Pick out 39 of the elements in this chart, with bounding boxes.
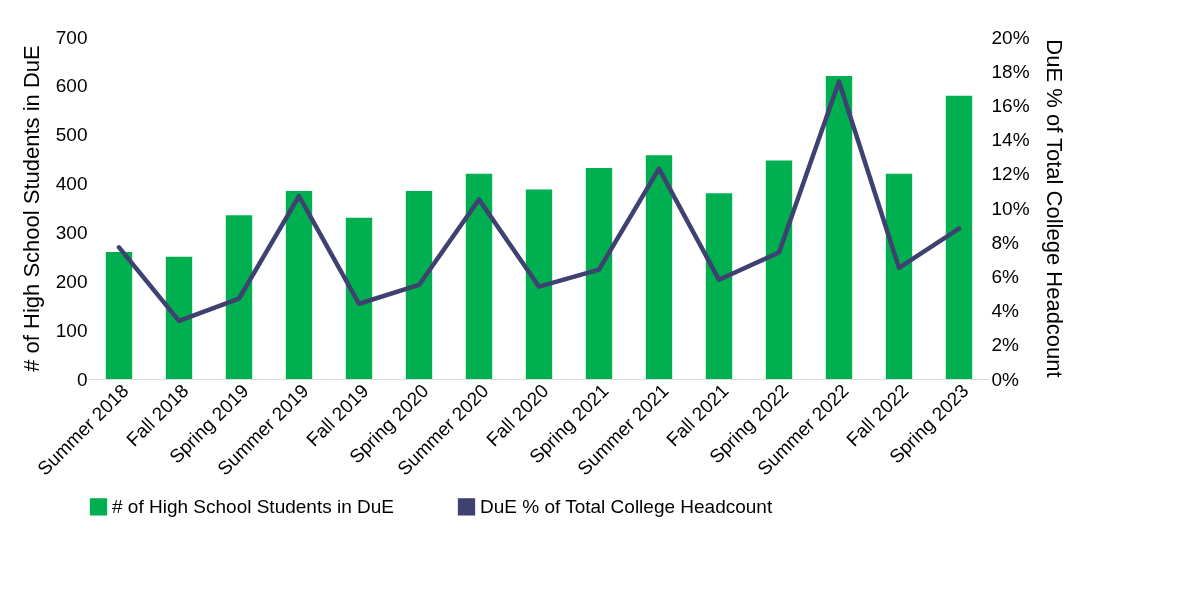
bar bbox=[405, 190, 433, 379]
y2-tick-label: 2% bbox=[991, 334, 1020, 356]
y-tick-label: 600 bbox=[55, 75, 88, 97]
y2-tick-label: 14% bbox=[991, 129, 1030, 151]
y2-tick-label: 12% bbox=[991, 163, 1030, 185]
y2-tick-label: 16% bbox=[991, 94, 1030, 116]
bar bbox=[585, 167, 613, 379]
bar bbox=[765, 160, 793, 379]
y-tick-label: 100 bbox=[55, 319, 88, 341]
y-tick-label: 300 bbox=[55, 221, 88, 243]
line-series bbox=[116, 79, 962, 324]
y2-tick-label: 10% bbox=[991, 197, 1030, 219]
y-tick-label: 200 bbox=[55, 270, 88, 292]
y-tick-label: 700 bbox=[55, 26, 88, 48]
bar bbox=[345, 217, 373, 379]
bar bbox=[165, 256, 193, 379]
y2-tick-label: 6% bbox=[991, 265, 1020, 287]
y-tick-label: 500 bbox=[55, 124, 88, 146]
bar bbox=[645, 155, 673, 379]
y-tick-label: 0 bbox=[76, 368, 88, 390]
bar bbox=[825, 76, 853, 379]
y-tick-label: 400 bbox=[55, 173, 88, 195]
y2-tick-label: 20% bbox=[991, 26, 1030, 48]
bar bbox=[945, 95, 973, 379]
legend-label: # of High School Students in DuE bbox=[112, 495, 395, 517]
bar bbox=[465, 173, 493, 379]
y-axis-title: # of High School Students in DuE bbox=[18, 45, 44, 372]
legend-label: DuE % of Total College Headcount bbox=[480, 495, 773, 517]
bar bbox=[525, 189, 553, 379]
bar bbox=[225, 215, 253, 379]
y2-axis-title: DuE % of Total College Headcount bbox=[1041, 39, 1067, 378]
bar bbox=[105, 251, 133, 379]
y2-tick-label: 18% bbox=[991, 60, 1030, 82]
y2-tick-label: 4% bbox=[991, 300, 1020, 322]
y2-tick-label: 0% bbox=[991, 368, 1020, 390]
bar bbox=[705, 193, 733, 379]
y2-tick-label: 8% bbox=[991, 231, 1020, 253]
bar bbox=[285, 190, 313, 379]
bar bbox=[885, 173, 913, 379]
